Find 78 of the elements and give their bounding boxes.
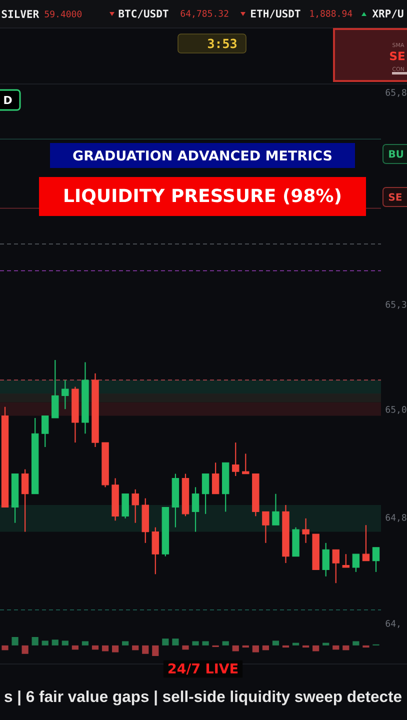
bar (302, 645, 310, 648)
text: 65,0 (386, 406, 406, 414)
candlestick (352, 554, 360, 572)
text: SILVER (2, 10, 40, 18)
text: 64,785.32 (180, 10, 228, 18)
candlestick (52, 359, 59, 419)
bar (52, 640, 58, 646)
text: 64,8 (386, 514, 406, 522)
bar (152, 645, 159, 656)
text: 65,8 (386, 89, 406, 97)
bar (102, 645, 109, 652)
text: XRP/U (372, 10, 404, 18)
bar (62, 640, 68, 646)
candlestick (332, 549, 340, 584)
candlestick (202, 473, 210, 514)
bar (132, 645, 139, 650)
text: s | 6 fair value gaps | sell-side liquidity sweep detecte (4, 690, 402, 706)
bar (12, 636, 18, 646)
bar (92, 645, 99, 650)
candlestick (302, 518, 310, 544)
candlestick (372, 546, 380, 572)
text: BTC/USDT (118, 10, 168, 18)
bar (182, 645, 189, 650)
text: SE (390, 52, 404, 60)
bar (252, 645, 259, 652)
text: 65,3 (386, 301, 406, 309)
candlestick (342, 554, 350, 568)
text: 64, (386, 620, 400, 628)
candlestick (122, 493, 129, 519)
text: 24/7 LIVE (168, 663, 238, 675)
bar (232, 645, 239, 652)
candlestick (242, 453, 250, 474)
bar (292, 642, 300, 646)
bar (162, 638, 169, 646)
bar (42, 640, 48, 646)
bar (142, 645, 149, 654)
bar (262, 645, 270, 650)
bar (202, 641, 209, 646)
bar (352, 641, 360, 646)
bar (32, 636, 38, 646)
bar (122, 641, 129, 646)
bar (342, 645, 350, 650)
bar (222, 641, 229, 646)
candlestick (262, 511, 270, 544)
text: 1,888.94 (310, 10, 352, 18)
bar (172, 638, 179, 646)
candlestick (272, 493, 280, 526)
candlestick (362, 524, 370, 562)
bar (2, 645, 8, 650)
candlestick (212, 462, 220, 494)
bar (112, 645, 119, 652)
text: BU (389, 150, 404, 158)
text: 59.4000 (44, 10, 82, 18)
candlestick (232, 442, 240, 477)
candlestick (62, 380, 69, 410)
text: ETH/USDT (251, 10, 300, 18)
bar (192, 641, 199, 646)
bar (332, 645, 340, 650)
bar (362, 645, 370, 648)
candlestick (152, 526, 160, 575)
chart-subtitle: LIQUIDITY PRESSURE (98%) (64, 188, 340, 205)
candlestick (322, 542, 330, 577)
bar (82, 641, 89, 646)
bar (22, 645, 28, 654)
bar (312, 645, 320, 652)
text: SE (388, 193, 402, 201)
text: 3:53 (208, 38, 236, 48)
bar (282, 645, 290, 648)
text: D (4, 96, 12, 104)
bar (272, 640, 280, 646)
bar (242, 645, 249, 648)
bar (322, 642, 330, 646)
candlestick (21, 468, 29, 532)
candlestick (192, 486, 200, 532)
bar (72, 645, 79, 650)
candlestick (132, 488, 139, 524)
chart-title: GRADUATION ADVANCED METRICS (73, 150, 332, 161)
candlestick (42, 415, 49, 448)
